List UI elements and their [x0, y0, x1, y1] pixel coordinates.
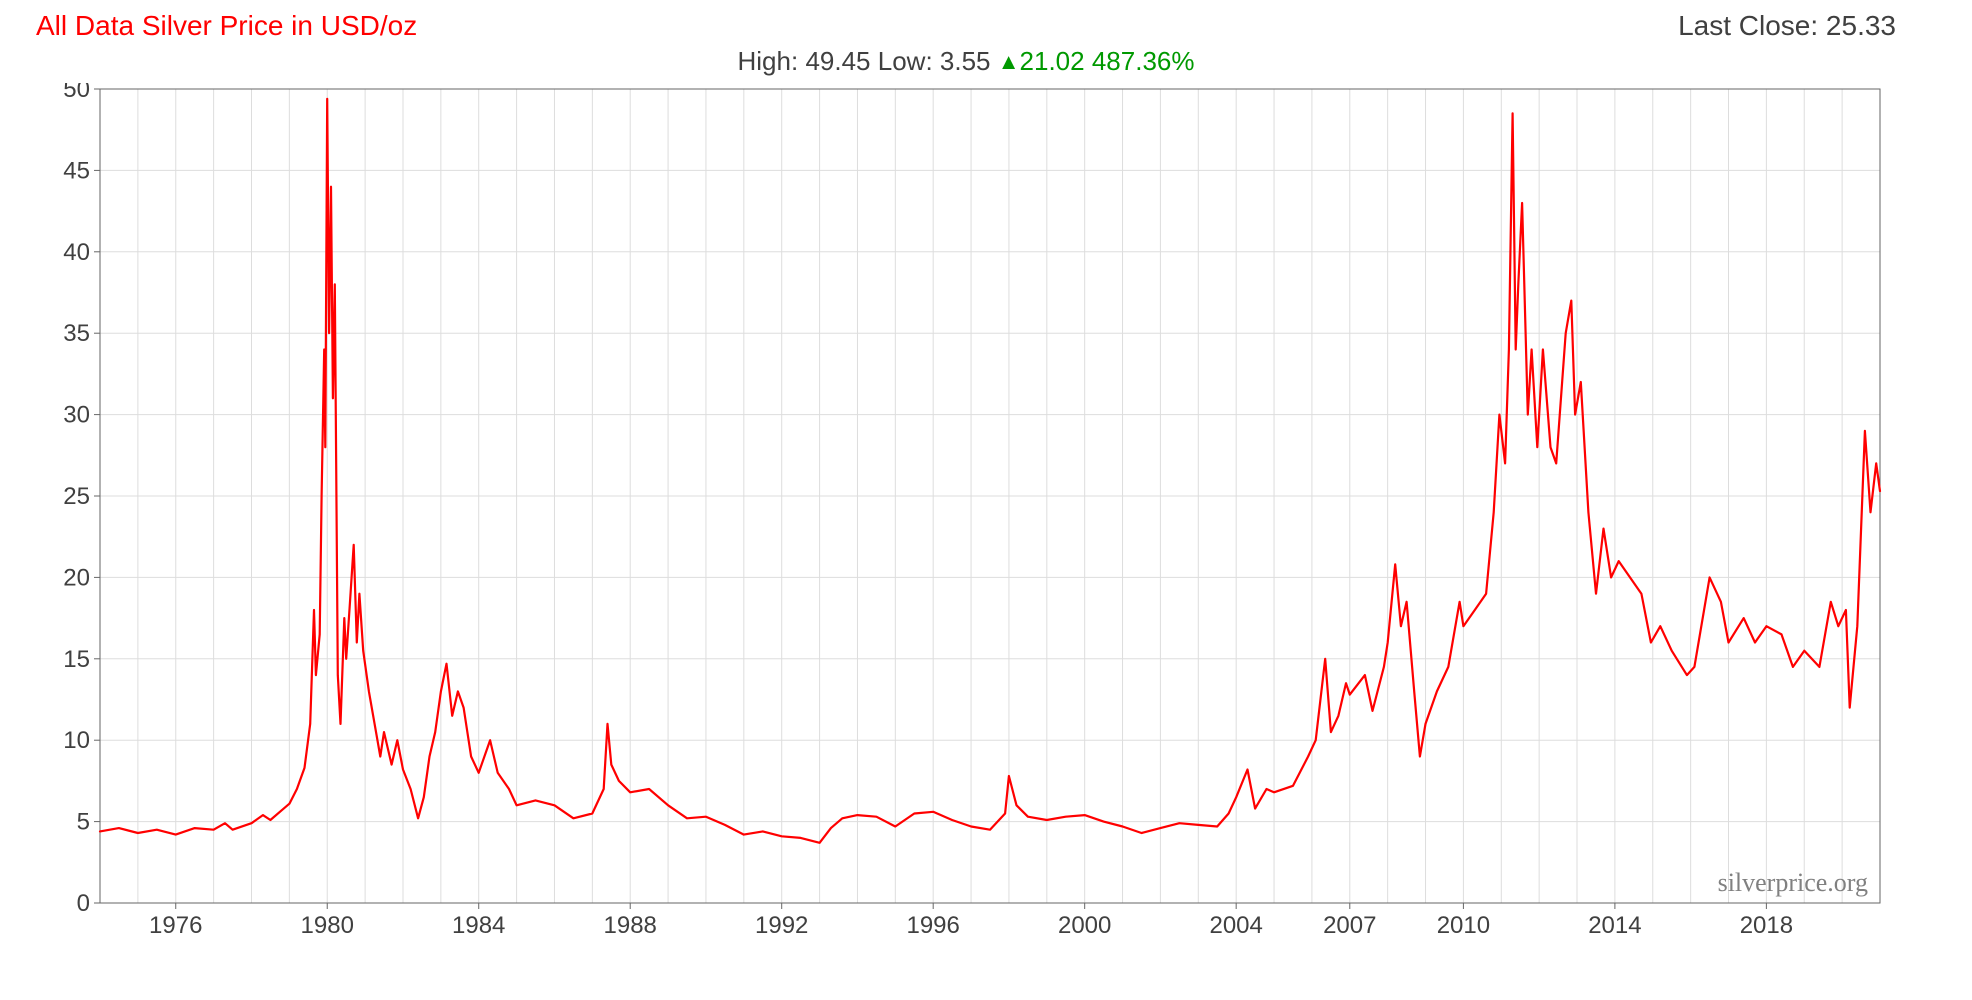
high-label: High: [738, 46, 799, 76]
chart-svg: 0 5 10 15 20 25 30 35 40 45 50 1976 1980 1984 1988 1992… [30, 83, 1890, 943]
low-value: 3.55 [940, 46, 991, 76]
svg-text:40: 40 [63, 239, 90, 266]
svg-text:15: 15 [63, 646, 90, 673]
svg-text:1976: 1976 [149, 912, 202, 939]
svg-text:5: 5 [77, 809, 90, 836]
svg-text:2004: 2004 [1209, 912, 1262, 939]
low-label: Low: [878, 46, 933, 76]
svg-text:10: 10 [63, 727, 90, 754]
up-triangle-icon: ▲ [998, 49, 1020, 74]
last-close-value: 25.33 [1826, 10, 1896, 41]
svg-text:1984: 1984 [452, 912, 505, 939]
svg-text:1996: 1996 [906, 912, 959, 939]
svg-text:1992: 1992 [755, 912, 808, 939]
svg-text:50: 50 [63, 83, 90, 103]
svg-text:2014: 2014 [1588, 912, 1641, 939]
last-close-label: Last Close: [1678, 10, 1818, 41]
high-value: 49.45 [805, 46, 870, 76]
change-percent: 487.36% [1092, 46, 1195, 76]
svg-text:2018: 2018 [1740, 912, 1793, 939]
change-absolute: 21.02 [1020, 46, 1085, 76]
last-close: Last Close: 25.33 [1678, 10, 1896, 42]
svg-text:25: 25 [63, 483, 90, 510]
chart-title: All Data Silver Price in USD/oz [36, 10, 417, 42]
svg-text:0: 0 [77, 890, 90, 917]
svg-text:1980: 1980 [301, 912, 354, 939]
svg-text:45: 45 [63, 157, 90, 184]
svg-text:1988: 1988 [604, 912, 657, 939]
svg-text:2010: 2010 [1437, 912, 1490, 939]
svg-text:2000: 2000 [1058, 912, 1111, 939]
svg-text:20: 20 [63, 564, 90, 591]
svg-text:silverprice.org: silverprice.org [1718, 868, 1868, 897]
svg-text:30: 30 [63, 402, 90, 429]
chart-container: All Data Silver Price in USD/oz Last Clo… [0, 0, 1972, 1000]
chart-subheader: High: 49.45 Low: 3.55 ▲21.02 487.36% [30, 46, 1902, 77]
svg-text:2007: 2007 [1323, 912, 1376, 939]
chart-header: All Data Silver Price in USD/oz Last Clo… [30, 10, 1902, 46]
svg-text:35: 35 [63, 320, 90, 347]
chart-plot-area: 0 5 10 15 20 25 30 35 40 45 50 1976 1980 1984 1988 1992… [30, 83, 1902, 943]
